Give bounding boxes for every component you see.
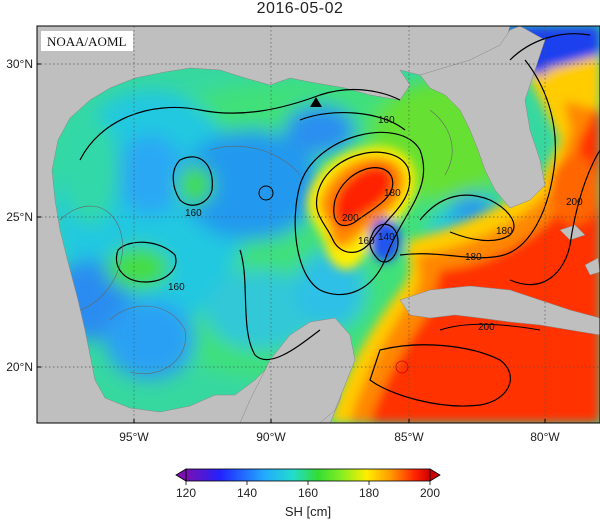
graticule xyxy=(37,26,600,423)
contour-200-east xyxy=(509,149,600,286)
y-tick-label: 20°N xyxy=(6,360,33,374)
y-tick-label: 30°N xyxy=(6,57,33,71)
contour-label: 180 xyxy=(465,252,482,263)
contour-180-loop xyxy=(315,151,411,253)
contour-label: 200 xyxy=(566,197,583,208)
x-tick-label: 90°W xyxy=(256,430,286,444)
x-tick-label: 95°W xyxy=(119,430,149,444)
contour-label: 200 xyxy=(342,213,359,224)
colorbar-label: SH [cm] xyxy=(285,504,331,519)
contour-label: 160 xyxy=(358,236,375,247)
contour-200-carib xyxy=(439,323,541,331)
colorbar-tick-label: 140 xyxy=(237,486,257,500)
contour-upper-right xyxy=(509,33,591,61)
contour-label: 180 xyxy=(496,226,513,237)
y-tick-label: 25°N xyxy=(6,210,33,224)
watermark-text: NOAA/AOML xyxy=(47,34,127,49)
contour-200-south xyxy=(369,344,511,407)
map-title: 2016-05-02 xyxy=(256,0,344,17)
contour-160-south xyxy=(239,249,321,361)
station-triangle-marker xyxy=(310,97,322,107)
contour-lines xyxy=(59,33,600,407)
contour-label: 180 xyxy=(384,188,401,199)
contour-label: 200 xyxy=(478,322,495,333)
eddy-circle-marker xyxy=(258,185,274,201)
contour-label: 160 xyxy=(168,282,185,293)
contour-200-loop xyxy=(333,167,394,227)
contour-180-florida xyxy=(399,59,557,259)
contour-140-eddy xyxy=(369,223,399,263)
contour-label: 160 xyxy=(185,208,202,219)
plot-frame xyxy=(36,25,600,424)
contour-160-north xyxy=(79,88,401,161)
contour-160-center xyxy=(172,156,213,206)
contour-160-florida xyxy=(419,194,515,242)
contour-label: 160 xyxy=(378,115,395,126)
caribbean-circle-marker xyxy=(395,360,409,374)
colorbar xyxy=(175,468,441,485)
colorbar-tick-label: 120 xyxy=(176,486,196,500)
colorbar-tick-label: 160 xyxy=(298,486,318,500)
contour-160-loop xyxy=(294,131,425,296)
watermark-box xyxy=(41,31,133,51)
contour-160-west xyxy=(116,241,177,283)
contour-160-ring xyxy=(299,112,406,131)
colorbar-tick-label: 180 xyxy=(359,486,379,500)
contour-label: 140 xyxy=(378,232,395,243)
x-tick-label: 85°W xyxy=(394,430,424,444)
x-tick-label: 80°W xyxy=(530,430,560,444)
land-masses xyxy=(37,26,600,423)
colorbar-tick-label: 200 xyxy=(420,486,440,500)
